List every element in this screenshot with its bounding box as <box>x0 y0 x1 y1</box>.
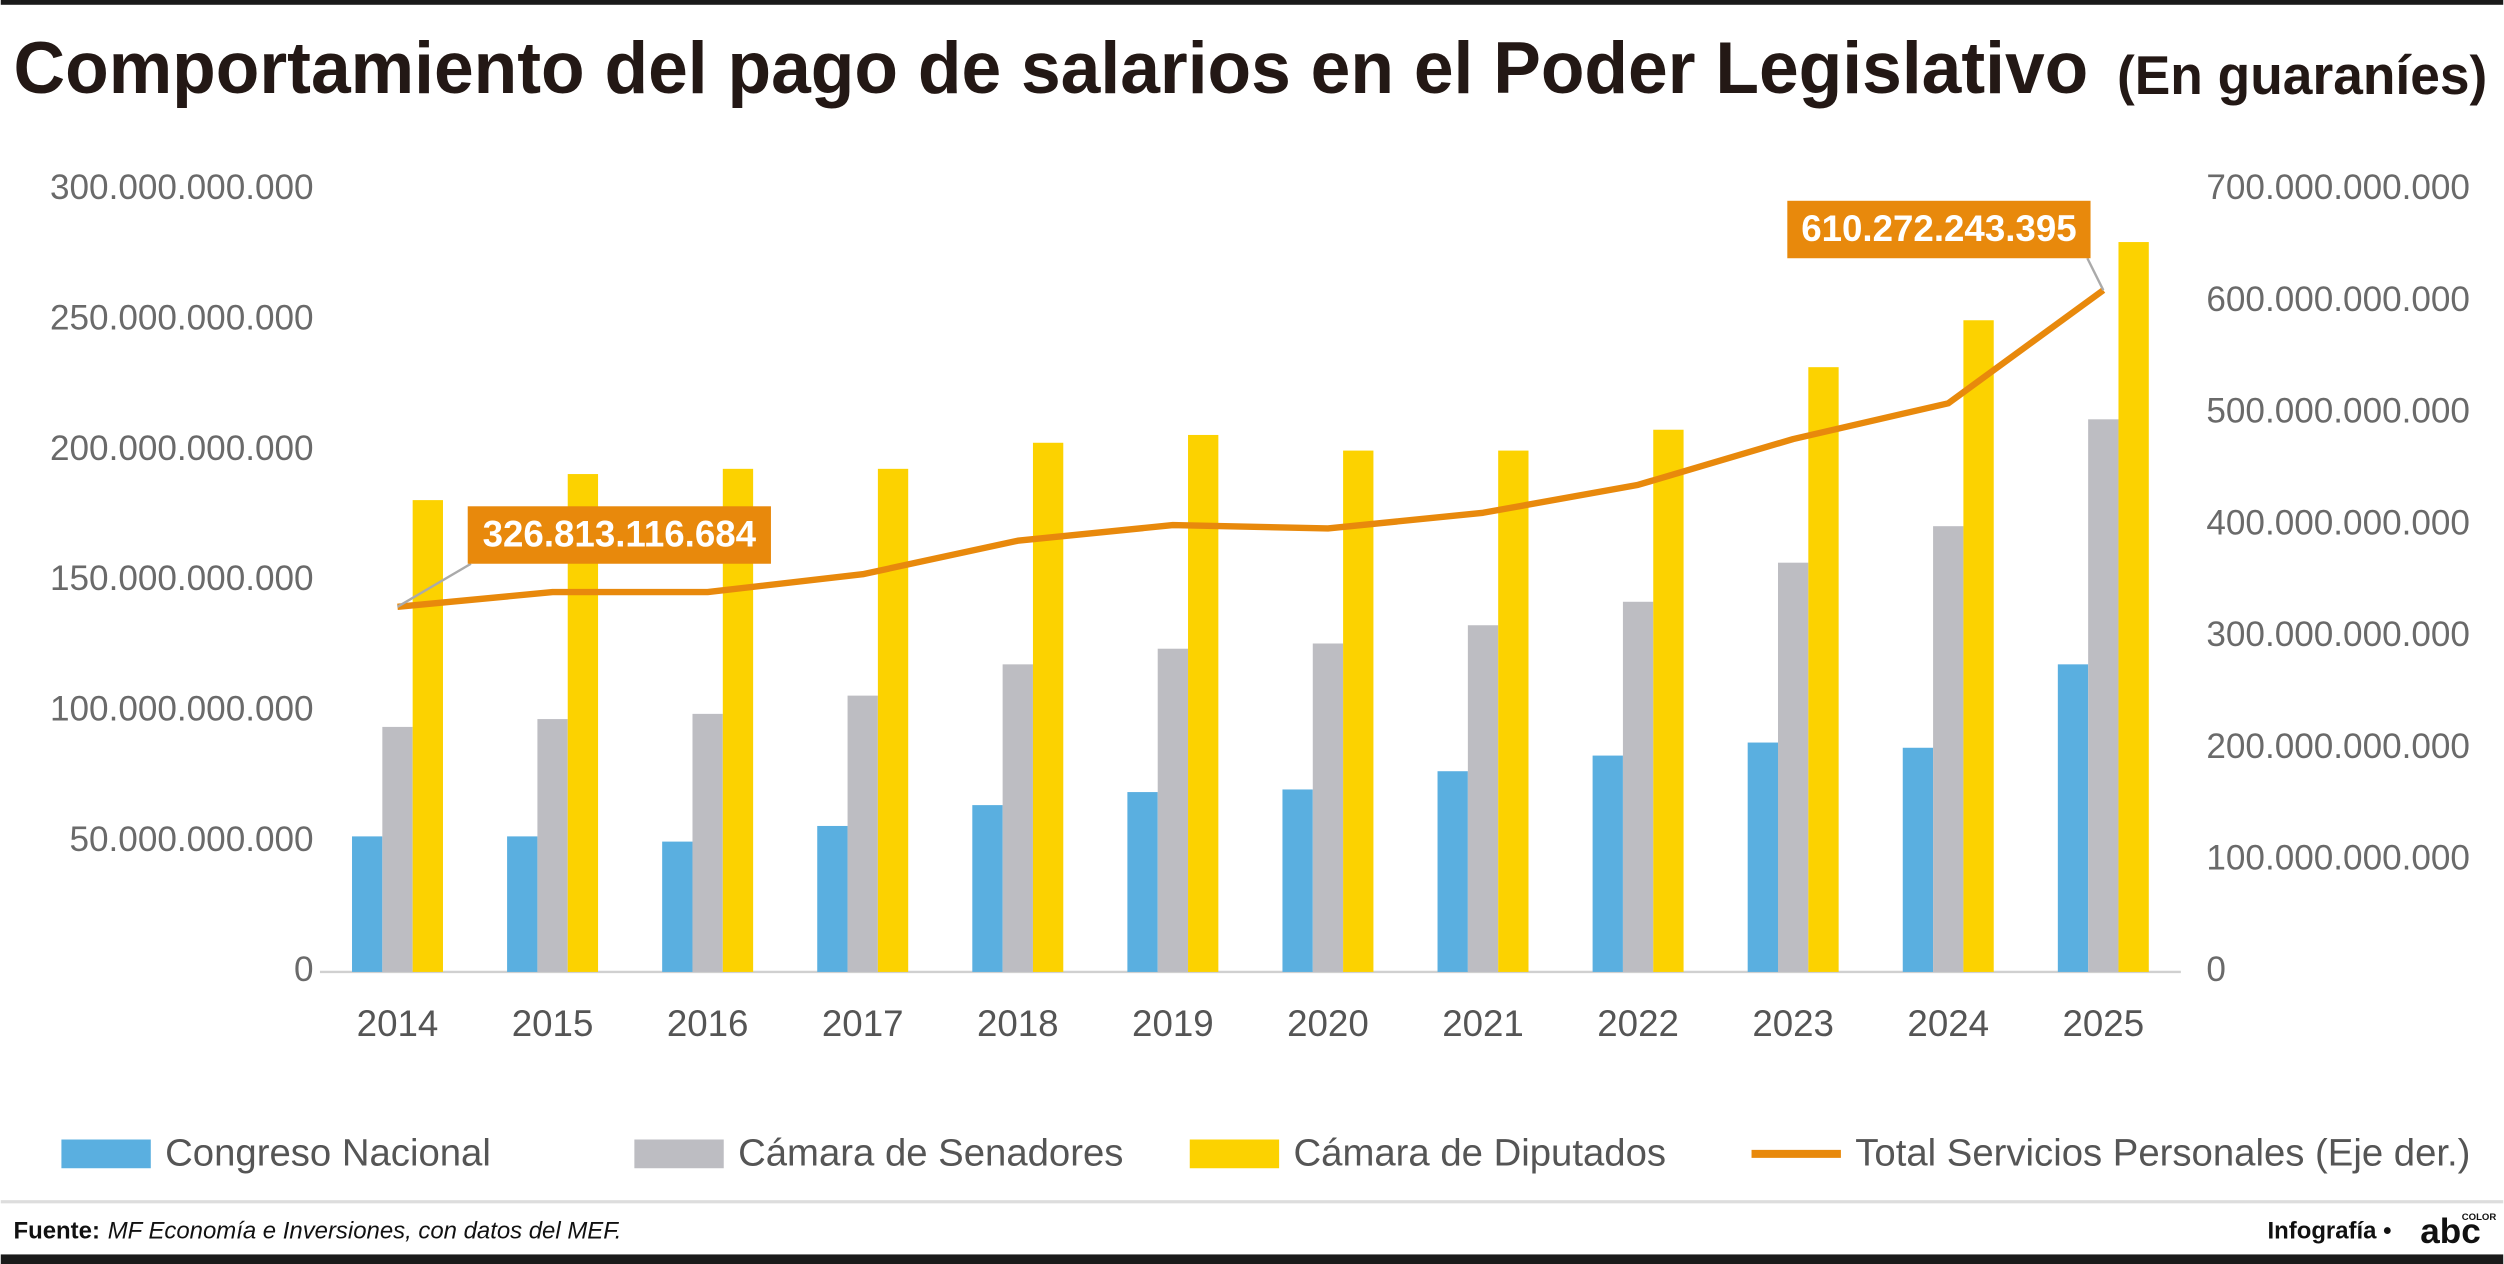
legend-swatch <box>1189 1139 1280 1169</box>
y2-tick-label: 600.000.000.000 <box>2206 280 2470 319</box>
bar <box>1282 789 1313 972</box>
y-tick-label: 300.000.000.000 <box>50 168 314 207</box>
footer-rule <box>0 1200 2504 1204</box>
bar <box>1437 771 1468 972</box>
label-leader <box>396 562 472 608</box>
bar <box>537 719 568 972</box>
bar <box>1312 643 1344 972</box>
bar <box>1902 747 1934 972</box>
source: MF Economía e Inversiones, con datos del… <box>108 1217 622 1244</box>
legend-label: Cámara de Diputados <box>1293 1132 1666 1175</box>
bar <box>1592 755 1623 972</box>
bar <box>692 713 723 972</box>
y-tick-label: 100.000.000.000 <box>50 690 314 729</box>
logo-sub: COLOR <box>2462 1212 2497 1223</box>
bar <box>1933 526 1964 972</box>
x-tick-label: 2024 <box>1907 1003 1989 1044</box>
bar <box>1343 450 1374 972</box>
bar <box>1188 434 1219 972</box>
y2-tick-label: 500.000.000.000 <box>2206 392 2470 431</box>
legend-label: Cámara de Senadores <box>738 1132 1123 1175</box>
value-label-box <box>1787 200 2091 259</box>
bar <box>2088 419 2119 972</box>
legend-label: Congreso Nacional <box>165 1132 491 1175</box>
logo: abc <box>2420 1212 2481 1251</box>
bar <box>1778 562 1809 972</box>
bar <box>1498 450 1529 972</box>
x-tick-label: 2019 <box>1132 1003 1214 1044</box>
source-label: Fuente: <box>14 1217 100 1244</box>
x-tick-label: 2023 <box>1752 1003 1834 1044</box>
label-leader <box>2086 257 2105 291</box>
value-label: 326.813.116.684 <box>483 513 757 554</box>
y2-tick-label: 700.000.000.000 <box>2206 168 2470 207</box>
legend-label: Total Servicios Personales (Eje der.) <box>1855 1132 2470 1175</box>
value-label: 610.272.243.395 <box>1801 208 2076 249</box>
top-rule <box>0 0 2504 5</box>
bar <box>412 500 443 972</box>
bar <box>507 836 538 972</box>
bar <box>2057 664 2089 972</box>
y2-tick-label: 200.000.000.000 <box>2206 727 2470 766</box>
value-label-box <box>467 506 771 564</box>
bar <box>877 468 909 972</box>
bar <box>1157 648 1189 972</box>
y2-tick-label: 0 <box>2206 950 2226 989</box>
x-tick-label: 2020 <box>1287 1003 1369 1044</box>
bar <box>2118 242 2149 972</box>
chart-title: Comportamiento del pago de salarios en e… <box>14 27 2089 109</box>
bar <box>972 805 1003 972</box>
bar <box>662 841 693 972</box>
bar <box>1963 320 1994 972</box>
x-tick-label: 2016 <box>667 1003 749 1044</box>
y2-tick-label: 300.000.000.000 <box>2206 615 2470 654</box>
y2-tick-label: 100.000.000.000 <box>2206 839 2470 878</box>
x-tick-label: 2018 <box>977 1003 1059 1044</box>
bar <box>1808 367 1839 972</box>
x-tick-label: 2015 <box>512 1003 594 1044</box>
y-tick-label: 50.000.000.000 <box>70 820 314 859</box>
y-tick-label: 250.000.000.000 <box>50 299 314 338</box>
y-tick-label: 200.000.000.000 <box>50 429 314 468</box>
bar <box>382 726 413 972</box>
y-tick-label: 0 <box>294 950 314 989</box>
bar <box>1467 625 1499 972</box>
legend-swatch <box>634 1139 724 1169</box>
y-tick-label: 150.000.000.000 <box>50 559 314 598</box>
bar <box>817 825 848 972</box>
bar <box>1747 742 1779 972</box>
x-tick-label: 2017 <box>822 1003 904 1044</box>
bar <box>1127 792 1158 972</box>
credit: Infografía • <box>2267 1217 2391 1244</box>
bar <box>352 836 383 972</box>
legend-swatch <box>61 1139 151 1169</box>
bar <box>1622 601 1654 972</box>
line-series <box>397 287 2106 611</box>
bar <box>1653 429 1684 972</box>
y2-tick-label: 400.000.000.000 <box>2206 503 2470 542</box>
chart-subtitle: (En guaraníes) <box>2117 46 2487 106</box>
x-tick-label: 2014 <box>357 1003 439 1044</box>
x-tick-label: 2025 <box>2062 1003 2144 1044</box>
x-tick-label: 2022 <box>1597 1003 1679 1044</box>
bar <box>847 695 878 972</box>
bar <box>1002 664 1033 972</box>
x-tick-label: 2021 <box>1442 1003 1524 1044</box>
bottom-rule <box>0 1254 2504 1264</box>
bar <box>1032 442 1064 972</box>
